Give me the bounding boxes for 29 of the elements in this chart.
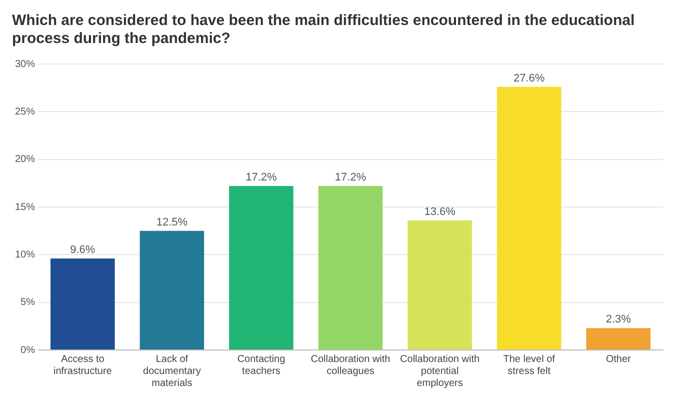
x-tick-label: Other: [606, 354, 632, 365]
x-tick-label: The level of stress felt: [503, 354, 556, 377]
bar: [408, 220, 472, 350]
x-tick-label: Collaboration with colleagues: [310, 354, 390, 377]
bar: [229, 186, 294, 350]
y-tick-label: 20%: [15, 154, 36, 166]
bar: [140, 230, 204, 350]
data-label: 12.5%: [156, 216, 188, 228]
x-tick-label: Collaboration with potential employers: [400, 354, 480, 389]
y-tick-label: 0%: [20, 344, 36, 356]
y-tick-label: 15%: [15, 202, 36, 213]
data-label: 17.2%: [334, 172, 366, 184]
data-label: 17.2%: [246, 172, 278, 184]
bar: [496, 86, 562, 350]
bar: [318, 186, 383, 350]
data-label: 13.6%: [424, 206, 456, 218]
data-label: 27.6%: [513, 72, 545, 84]
data-label: 9.6%: [70, 244, 96, 256]
y-tick-label: 5%: [20, 297, 36, 308]
bar: [50, 258, 115, 350]
chart-title: Which are considered to have been the main difficulties encountered in the educational process during the pandemic?: [12, 12, 635, 48]
bar: [586, 328, 650, 350]
y-tick-label: 25%: [15, 106, 36, 118]
x-tick-label: Lack of documentary materials: [143, 354, 201, 389]
data-label: 2.3%: [606, 314, 632, 326]
y-tick-label: 30%: [15, 58, 36, 70]
y-tick-label: 10%: [15, 249, 36, 260]
x-tick-label: Contacting teachers: [237, 354, 286, 377]
x-tick-label: Access to infrastructure: [53, 354, 112, 377]
